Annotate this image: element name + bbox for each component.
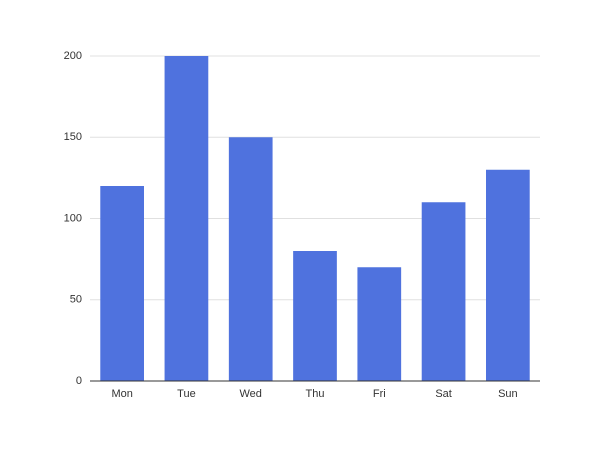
bar bbox=[486, 169, 530, 381]
x-tick-label: Wed bbox=[240, 388, 262, 400]
x-tick-label: Sat bbox=[435, 388, 452, 400]
bar bbox=[228, 137, 273, 381]
y-tick-label: 50 bbox=[70, 294, 82, 306]
x-tick-label: Mon bbox=[111, 388, 132, 400]
x-tick-label: Tue bbox=[177, 388, 196, 400]
y-tick-label: 100 bbox=[64, 212, 82, 224]
bar bbox=[164, 56, 209, 381]
x-tick-label: Thu bbox=[306, 388, 325, 400]
y-tick-label: 150 bbox=[64, 131, 82, 143]
bar bbox=[357, 267, 402, 381]
bar bbox=[100, 186, 144, 381]
x-tick-label: Sun bbox=[498, 388, 518, 400]
bar bbox=[421, 202, 466, 381]
y-tick-label: 0 bbox=[76, 375, 82, 387]
y-tick-label: 200 bbox=[64, 50, 82, 62]
bar bbox=[293, 251, 337, 381]
x-tick-label: Fri bbox=[373, 388, 386, 400]
